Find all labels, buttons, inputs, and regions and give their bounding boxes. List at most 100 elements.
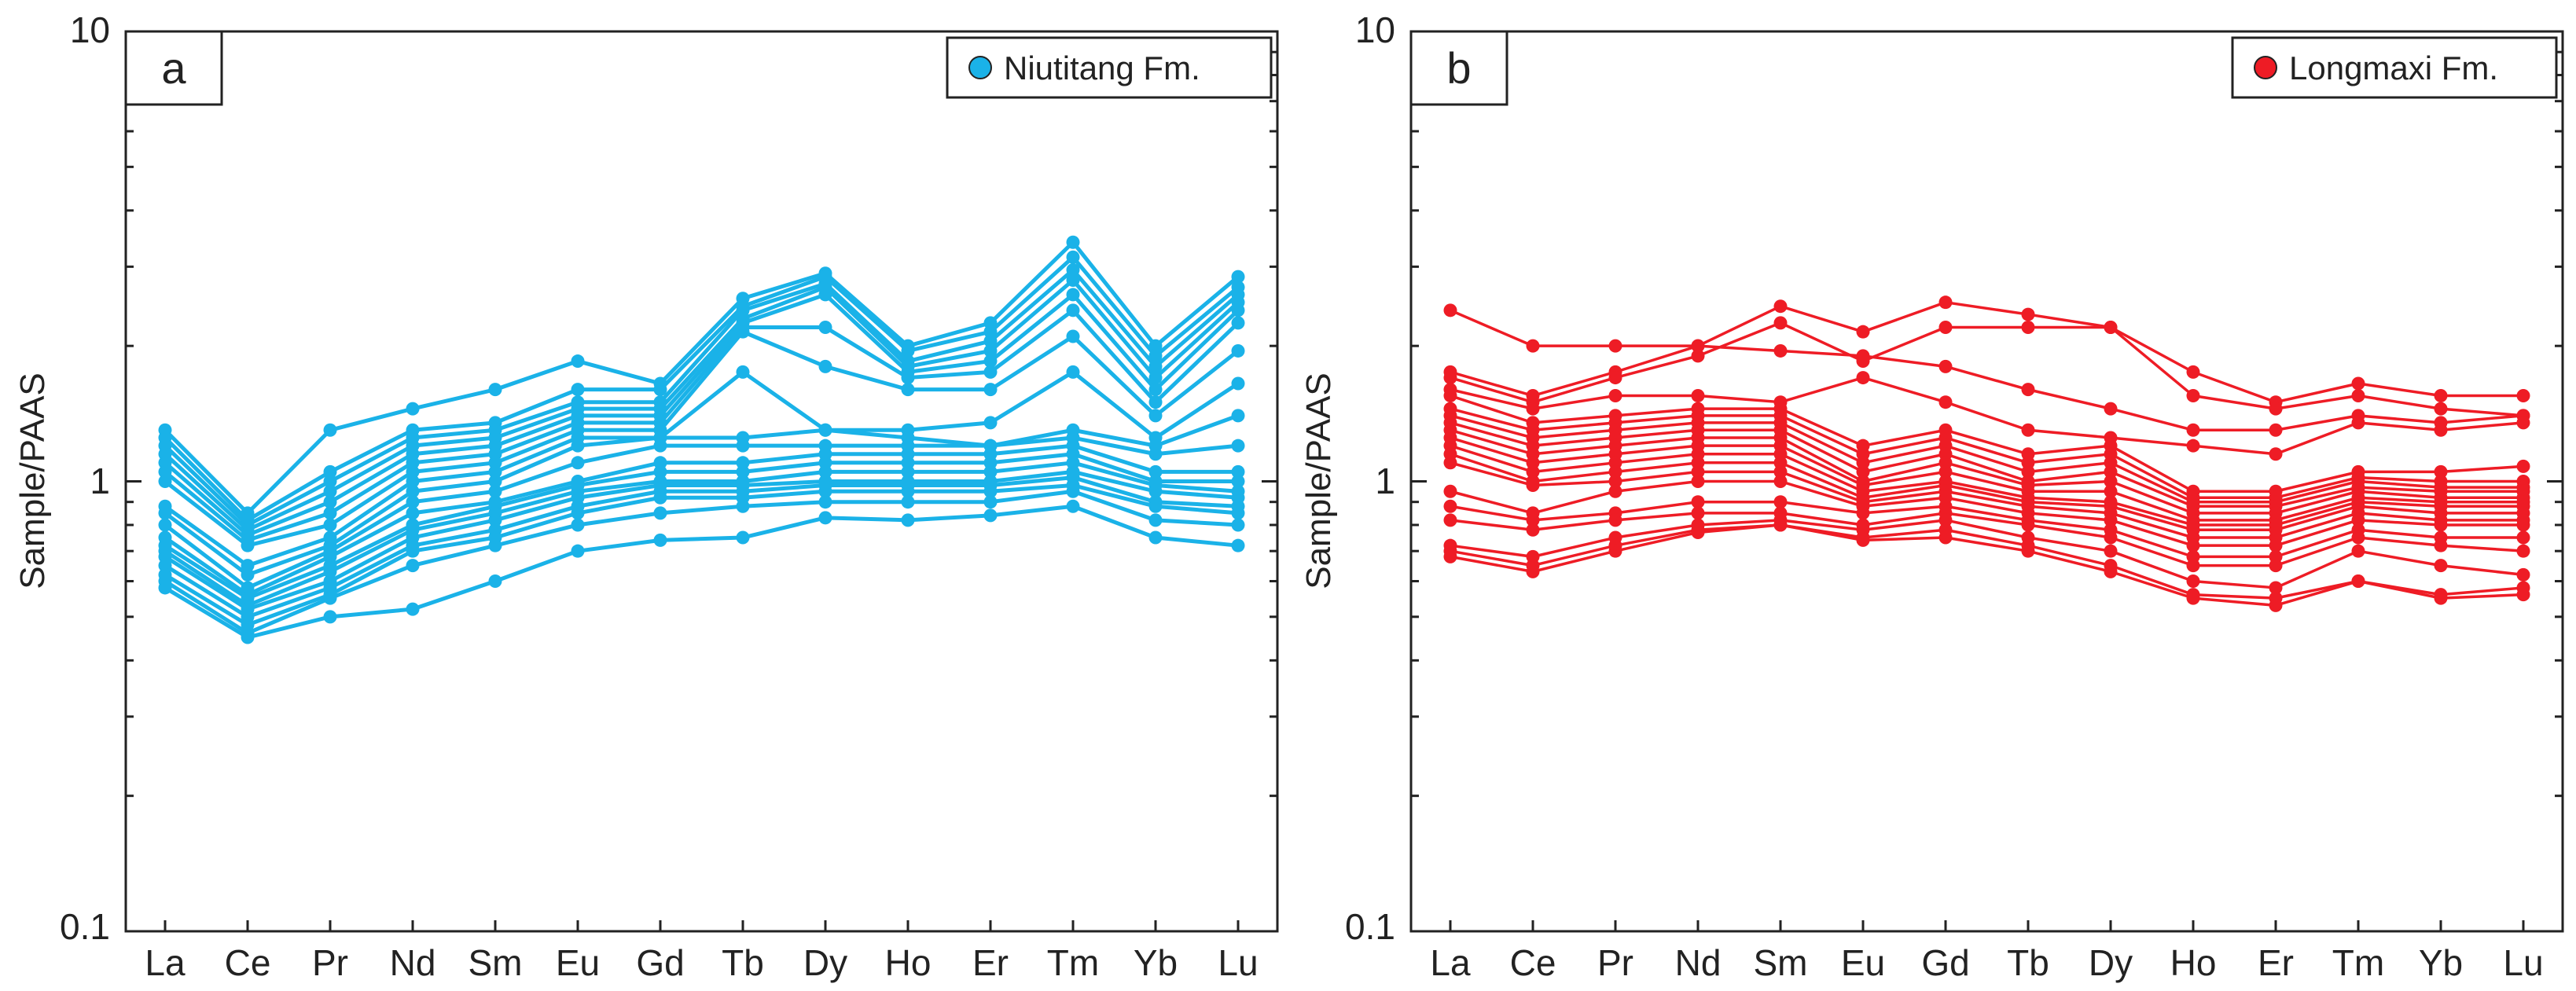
panel-a-legend-label: Niutitang Fm. (1004, 50, 1200, 86)
data-point-pr (323, 564, 337, 578)
panel-b-xlabel-nd: Nd (1675, 942, 1722, 983)
series-line (164, 483, 1239, 627)
data-point-ho (2186, 439, 2200, 453)
data-point-yb (2434, 402, 2448, 416)
data-point-gd (653, 533, 667, 547)
data-point-eu (571, 439, 585, 453)
data-point-ho (2186, 591, 2200, 605)
data-point-nd (1691, 339, 1705, 353)
panel-a-series-16 (158, 479, 1245, 632)
panel-a-series (158, 235, 1245, 644)
data-point-tm (1066, 484, 1080, 498)
data-point-tb (736, 439, 750, 453)
data-point-la (1443, 513, 1457, 527)
data-point-yb (1148, 383, 1163, 397)
series-line (1450, 479, 2523, 547)
data-point-nd (406, 402, 420, 416)
data-point-dy (818, 495, 832, 509)
data-point-ce (241, 567, 255, 582)
data-point-tm (1066, 263, 1080, 277)
series-line (164, 308, 1240, 542)
panel-b-plot-frame (1409, 30, 2564, 933)
data-point-tm (1066, 329, 1080, 343)
data-point-tb (2021, 307, 2035, 321)
data-point-dy (2104, 484, 2118, 498)
data-point-dy (818, 288, 832, 302)
data-point-er (2269, 423, 2283, 437)
data-point-er (983, 495, 998, 509)
series-line (164, 240, 1240, 516)
data-point-er (983, 383, 998, 397)
data-point-yb (1148, 349, 1163, 363)
data-point-sm (1773, 475, 1788, 488)
data-point-yb (1148, 447, 1163, 461)
data-point-ce (241, 559, 255, 573)
data-point-lu (2516, 459, 2530, 473)
series-line (164, 413, 1239, 577)
data-point-tm (2351, 376, 2365, 391)
data-point-ho (2186, 559, 2200, 573)
data-point-er (983, 464, 998, 479)
data-point-ce (1526, 479, 1540, 493)
data-point-dy (2104, 475, 2118, 488)
data-point-ho (901, 371, 915, 385)
data-point-dy (2104, 513, 2118, 527)
data-point-gd (653, 439, 667, 453)
series-line (164, 452, 1238, 600)
data-point-ho (901, 495, 915, 509)
series-line (164, 435, 1239, 590)
series-line (164, 504, 1239, 640)
data-point-tm (2351, 544, 2365, 558)
data-point-nd (406, 544, 420, 558)
data-point-eu (571, 506, 585, 520)
data-point-tb (736, 365, 750, 379)
panel-b-xlabel-ho: Ho (2170, 942, 2217, 983)
data-point-ce (241, 538, 255, 552)
data-point-pr (323, 464, 337, 479)
panel-a-xlabel-er: Er (972, 942, 1009, 983)
data-point-nd (1691, 525, 1705, 539)
data-point-dy (2104, 464, 2118, 479)
panel-b-xlabel-pr: Pr (1597, 942, 1633, 983)
data-point-sm (488, 475, 502, 488)
series-line (1450, 523, 2524, 607)
panel-b-series-19 (1443, 518, 2530, 612)
data-point-er (2269, 447, 2283, 461)
data-point-lu (1231, 464, 1245, 479)
data-point-gd (1938, 464, 1953, 479)
panel-b-xlabel-la: La (1430, 942, 1471, 983)
panel-b-xlabel-ce: Ce (1510, 942, 1556, 983)
data-point-yb (1148, 359, 1163, 373)
data-point-yb (1148, 371, 1163, 385)
data-point-la (158, 475, 172, 488)
data-point-ce (1526, 339, 1540, 353)
data-point-nd (406, 506, 420, 520)
panel-a-xlabel-eu: Eu (556, 942, 600, 983)
data-point-gd (653, 464, 667, 479)
data-point-la (1443, 389, 1457, 403)
data-point-la (158, 581, 172, 595)
panel-b-xlabel-yb: Yb (2419, 942, 2463, 983)
panel-a-xlabel-yb: Yb (1134, 942, 1178, 983)
panel-b-ytick-0-1: 0.1 (1345, 906, 1395, 947)
data-point-er (983, 334, 998, 348)
data-point-sm (1773, 518, 1788, 532)
data-point-er (2269, 402, 2283, 416)
data-point-eu (571, 354, 585, 369)
series-line (164, 292, 1240, 538)
data-point-la (1443, 456, 1457, 470)
data-point-yb (2434, 389, 2448, 403)
data-point-eu (1856, 325, 1870, 339)
data-point-gd (1938, 513, 1953, 527)
series-line (1450, 394, 2524, 494)
data-point-dy (818, 359, 832, 373)
data-point-ho (2186, 538, 2200, 552)
data-point-sm (1773, 495, 1788, 509)
data-point-nd (406, 559, 420, 573)
data-point-dy (2104, 564, 2118, 578)
data-point-ho (901, 513, 915, 527)
data-point-eu (571, 456, 585, 470)
data-point-la (1443, 371, 1457, 385)
data-point-tm (2351, 416, 2365, 430)
panel-b-ytick-10: 10 (1355, 9, 1395, 50)
